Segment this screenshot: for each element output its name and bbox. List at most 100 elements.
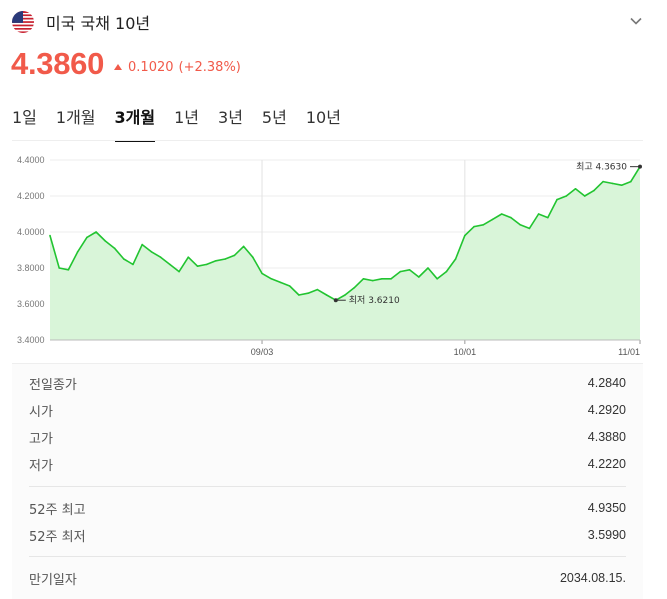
data-point <box>298 294 300 296</box>
data-point <box>169 263 171 266</box>
data-point <box>408 269 411 271</box>
data-point <box>325 294 328 296</box>
data-point <box>537 213 540 215</box>
stat-value: 4.2920 <box>587 403 626 417</box>
data-point <box>261 272 263 275</box>
stats-divider <box>29 556 626 557</box>
price-change: 0.1020 (+2.38%) <box>114 60 241 75</box>
stat-value: 4.3880 <box>587 430 626 444</box>
data-point <box>86 236 88 239</box>
data-point <box>132 263 134 266</box>
stat-value: 4.2220 <box>587 457 626 471</box>
data-point <box>390 278 392 280</box>
data-point <box>113 247 116 249</box>
data-point <box>362 278 365 280</box>
stat-label: 만기일자 <box>29 572 77 588</box>
y-tick-label: 4.0000 <box>17 227 45 237</box>
stat-52w-low: 52주 최저 3.5990 <box>29 524 626 546</box>
stats-divider <box>29 486 626 487</box>
data-point <box>159 256 162 258</box>
data-point <box>583 195 586 197</box>
data-point <box>270 278 273 280</box>
current-price: 4.3860 <box>11 46 105 81</box>
data-point <box>381 278 383 280</box>
data-point <box>399 270 402 273</box>
data-point <box>353 287 356 289</box>
data-point <box>620 184 623 186</box>
data-point <box>510 216 512 219</box>
y-tick-label: 4.4000 <box>17 155 45 165</box>
data-point <box>150 251 153 253</box>
tab-10y[interactable]: 10년 <box>305 108 341 127</box>
data-point <box>215 260 217 262</box>
data-point <box>371 279 374 282</box>
header: 미국 국채 10년 <box>12 9 655 35</box>
instrument-title: 미국 국채 10년 <box>46 14 151 33</box>
stats-panel: 전일종가 4.2840 시가 4.2920 고가 4.3880 저가 4.222… <box>12 363 643 599</box>
data-point <box>344 294 346 296</box>
data-point <box>436 278 438 280</box>
data-point <box>122 258 125 260</box>
data-point <box>528 227 531 230</box>
stat-value: 2034.08.15. <box>559 571 626 585</box>
data-point <box>316 288 319 291</box>
price-chart[interactable]: 4.4000 4.2000 4.0000 3.8000 3.6000 3.4000 09/0… <box>0 148 667 358</box>
x-tick-label: 09/03 <box>251 347 274 357</box>
data-point <box>178 270 180 273</box>
data-point <box>49 234 51 237</box>
stat-high: 고가 4.3880 <box>29 426 626 448</box>
data-point <box>141 243 143 246</box>
data-point <box>224 258 226 260</box>
tab-3y[interactable]: 3년 <box>218 108 243 127</box>
data-point <box>500 213 503 215</box>
low-annotation: 최저 3.6210 <box>349 295 400 306</box>
quote-summary: 4.3860 0.1020 (+2.38%) <box>11 46 241 82</box>
data-point <box>565 195 568 197</box>
data-point <box>104 240 107 242</box>
change-value: 0.1020 <box>128 59 174 75</box>
tabs-divider <box>12 140 643 141</box>
data-point <box>242 245 245 248</box>
data-point <box>464 234 466 237</box>
stat-maturity: 만기일자 2034.08.15. <box>29 567 626 589</box>
data-point <box>629 180 632 183</box>
data-point <box>196 265 199 267</box>
tab-1y[interactable]: 1년 <box>174 108 200 127</box>
chevron-down-icon[interactable] <box>629 13 643 32</box>
data-point <box>611 182 614 185</box>
data-point <box>574 188 577 190</box>
data-point <box>76 251 79 253</box>
data-point <box>279 281 282 284</box>
data-point <box>95 231 97 233</box>
tab-1m[interactable]: 1개월 <box>55 108 96 127</box>
stat-prev-close: 전일종가 4.2840 <box>29 372 626 394</box>
triangle-up-icon <box>114 64 123 70</box>
data-point <box>602 180 604 183</box>
data-point <box>58 267 61 269</box>
x-tick-label: 11/01 <box>618 347 640 357</box>
area-fill <box>50 166 640 340</box>
y-tick-label: 3.6000 <box>17 299 45 309</box>
data-point <box>288 285 291 287</box>
y-tick-label: 3.4000 <box>17 335 45 345</box>
x-tick-label: 10/01 <box>454 347 477 357</box>
data-point <box>482 224 485 226</box>
tab-1d[interactable]: 1일 <box>12 108 37 127</box>
data-point <box>252 256 254 258</box>
stat-label: 전일종가 <box>29 377 77 393</box>
data-point <box>233 254 236 257</box>
tab-3m[interactable]: 3개월 <box>114 104 156 142</box>
data-point <box>187 256 190 258</box>
change-percent: (+2.38%) <box>178 59 241 75</box>
stat-label: 고가 <box>29 431 53 447</box>
stat-open: 시가 4.2920 <box>29 399 626 421</box>
stat-value: 3.5990 <box>587 528 626 542</box>
data-point <box>417 276 420 278</box>
high-annotation: 최고 4.3630 <box>576 162 627 173</box>
stat-value: 4.9350 <box>587 501 626 515</box>
y-tick-label: 3.8000 <box>17 263 45 273</box>
data-point <box>307 292 309 294</box>
data-point <box>67 269 70 271</box>
stat-label: 저가 <box>29 458 53 474</box>
tab-5y[interactable]: 5년 <box>261 108 287 127</box>
